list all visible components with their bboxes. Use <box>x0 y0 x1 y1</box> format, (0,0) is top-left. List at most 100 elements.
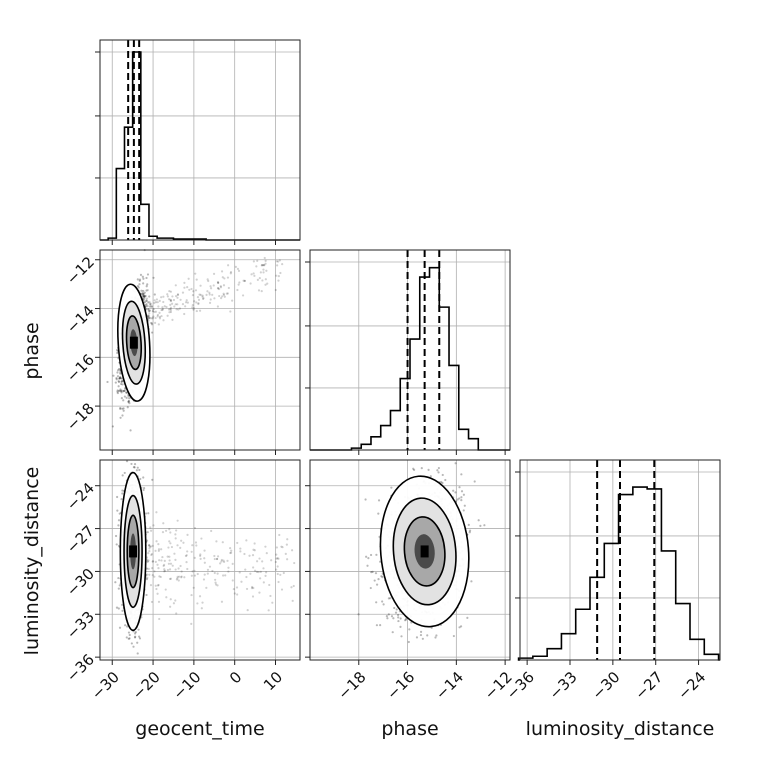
scatter-point <box>251 595 255 598</box>
scatter-point <box>415 636 419 639</box>
histogram-bin <box>576 609 590 660</box>
scatter-point <box>391 631 394 634</box>
scatter-point <box>149 321 153 325</box>
panels-layer: −36 −33 −30 −27 −24−18−16−14−12−30 −20 −10 0 10−… <box>63 39 721 703</box>
scatter-point <box>293 561 296 565</box>
histogram-bin <box>547 649 561 660</box>
scatter-point <box>168 577 172 581</box>
scatter-point <box>168 559 171 562</box>
x-tick-label-m30: −30 <box>88 668 123 703</box>
scatter-point <box>152 276 155 279</box>
scatter-point <box>202 578 206 581</box>
scatter-point <box>275 274 278 277</box>
scatter-point <box>127 631 131 634</box>
scatter-point <box>162 564 165 568</box>
scatter-point <box>149 302 152 305</box>
scatter-point <box>196 295 200 299</box>
scatter-point <box>389 597 392 600</box>
scatter-point <box>117 377 121 380</box>
scatter-point <box>193 526 197 530</box>
histogram-bin <box>430 268 440 450</box>
scatter-point <box>243 552 246 556</box>
scatter-point <box>435 634 438 637</box>
scatter-point <box>386 617 389 620</box>
scatter-point <box>148 312 151 315</box>
scatter-point <box>158 559 161 562</box>
scatter-point <box>125 396 128 399</box>
scatter-point <box>114 381 117 384</box>
x-tick-label-m27: −27 <box>631 668 666 703</box>
scatter-point <box>419 630 423 633</box>
scatter-point <box>119 377 122 380</box>
scatter-point <box>132 466 136 469</box>
scatter-point <box>259 577 262 580</box>
scatter-point <box>158 317 162 320</box>
scatter-point <box>195 309 198 313</box>
scatter-point <box>117 380 121 384</box>
scatter-point <box>195 544 198 547</box>
scatter-point <box>262 263 266 267</box>
scatter-point <box>201 294 204 297</box>
histogram-bin <box>561 634 575 660</box>
scatter-point <box>179 564 182 568</box>
scatter-point <box>145 297 149 300</box>
scatter-point <box>142 488 145 492</box>
y-tick-label-m12: −12 <box>63 253 98 288</box>
scatter-point <box>120 382 123 386</box>
scatter-point <box>220 600 224 603</box>
y-tick-label-m14: −14 <box>63 302 98 337</box>
scatter-point <box>214 578 217 581</box>
scatter-point <box>117 389 121 393</box>
x-tick-label-m24: −24 <box>674 668 709 703</box>
scatter-point <box>151 478 154 481</box>
scatter-point <box>118 584 121 587</box>
scatter-point <box>174 599 177 602</box>
scatter-point <box>262 567 265 570</box>
scatter-point <box>265 269 268 272</box>
scatter-point <box>119 416 122 419</box>
scatter-point <box>177 308 180 311</box>
scatter-point <box>186 301 189 304</box>
scatter-point <box>236 541 239 545</box>
scatter-point <box>374 572 378 575</box>
scatter-point <box>193 574 197 577</box>
scatter-point <box>163 559 166 562</box>
scatter-point <box>200 537 203 540</box>
scatter-point <box>156 563 159 566</box>
scatter-point <box>381 600 384 603</box>
scatter-point <box>192 307 196 310</box>
scatter-point <box>121 474 124 477</box>
x-tick-label-m20: −20 <box>129 668 164 703</box>
scatter-point <box>420 467 423 470</box>
scatter-point <box>460 473 463 476</box>
scatter-point <box>122 407 125 410</box>
scatter-point <box>145 285 148 288</box>
scatter-point <box>203 557 206 560</box>
scatter-point <box>182 541 185 544</box>
scatter-point <box>483 524 486 527</box>
scatter-point <box>231 562 234 565</box>
scatter-point <box>156 315 159 318</box>
scatter-point <box>143 297 146 300</box>
scatter-point <box>117 524 120 527</box>
scatter-point <box>146 289 149 292</box>
scatter-point <box>190 287 193 291</box>
y-tick-label-m18: −18 <box>63 399 98 434</box>
scatter-point <box>229 272 232 275</box>
scatter-point <box>168 568 172 571</box>
scatter-point <box>138 278 142 281</box>
scatter-point <box>275 546 278 549</box>
scatter-point <box>159 575 162 579</box>
scatter-point <box>149 305 152 308</box>
scatter-point <box>136 278 139 281</box>
scatter-point <box>199 284 202 287</box>
scatter-point <box>250 273 253 276</box>
scatter-point <box>399 625 402 628</box>
scatter-point <box>262 581 265 584</box>
scatter-point <box>256 278 259 281</box>
scatter-point <box>165 305 168 309</box>
scatter-point <box>156 592 159 595</box>
scatter-point <box>115 348 119 352</box>
scatter-point <box>200 607 203 610</box>
scatter-point <box>120 397 123 400</box>
